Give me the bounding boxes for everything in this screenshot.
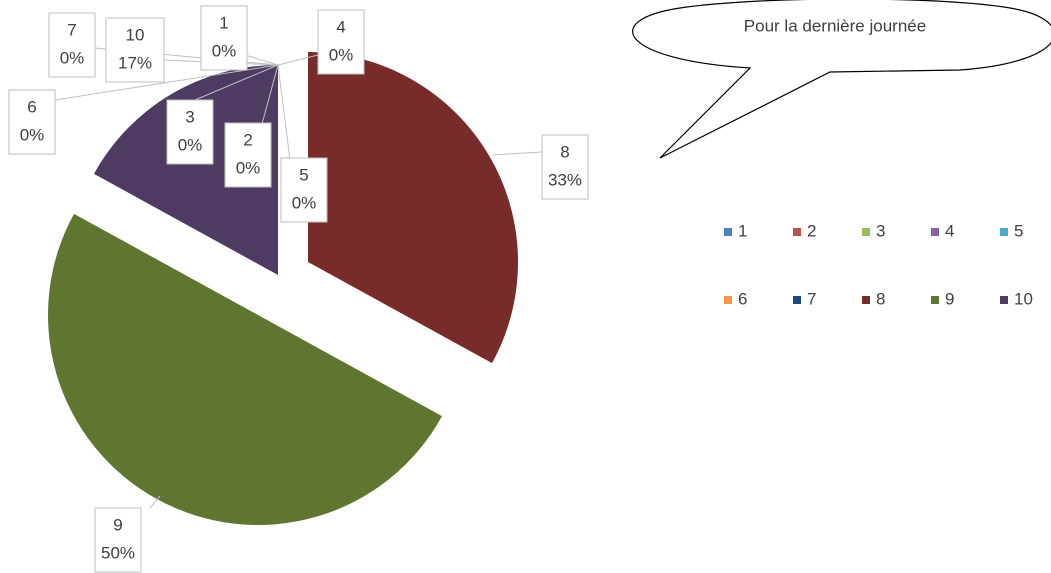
legend-swatch	[793, 228, 801, 236]
legend-swatch	[724, 296, 732, 304]
leader-line	[244, 54, 279, 66]
data-label-box	[541, 134, 589, 200]
data-label-category: 1	[219, 13, 228, 32]
data-label-value: 0%	[212, 41, 237, 60]
data-label-value: 0%	[329, 45, 354, 64]
data-label-box	[224, 122, 272, 188]
data-label-category: 5	[299, 165, 308, 184]
data-label-category: 10	[126, 25, 145, 44]
leader-line	[54, 64, 279, 101]
data-label-value: 33%	[548, 170, 582, 189]
data-label-box	[48, 12, 96, 78]
legend-label: 6	[738, 289, 747, 308]
data-label-value: 0%	[20, 125, 45, 144]
data-label-value: 0%	[292, 193, 317, 212]
legend-label: 4	[945, 221, 954, 240]
annotation: Pour la dernière journée	[744, 16, 926, 35]
data-label-value: 0%	[236, 158, 261, 177]
legend-swatch	[1000, 228, 1008, 236]
legend-label: 1	[738, 221, 747, 240]
data-label-value: 0%	[60, 48, 85, 67]
data-label-box	[166, 99, 214, 165]
legend-swatch	[862, 228, 870, 236]
data-label-category: 9	[113, 515, 122, 534]
legend-swatch	[931, 228, 939, 236]
data-label-box	[280, 157, 328, 223]
data-label-box	[105, 17, 165, 83]
data-label-value: 0%	[178, 135, 203, 154]
legend-label: 7	[807, 289, 816, 308]
data-label-category: 3	[185, 107, 194, 126]
legend-swatch	[862, 296, 870, 304]
leader-line	[261, 64, 279, 125]
data-label-category: 8	[560, 142, 569, 161]
data-label-category: 7	[67, 20, 76, 39]
data-label-category: 2	[243, 130, 252, 149]
legend-label: 2	[807, 221, 816, 240]
data-label-box	[200, 5, 248, 71]
legend-swatch	[793, 296, 801, 304]
data-label-box	[8, 89, 56, 155]
leader-line	[277, 64, 291, 161]
legend-swatch	[931, 296, 939, 304]
data-label-value: 17%	[118, 53, 152, 72]
legend-swatch	[724, 228, 732, 236]
callout	[632, 0, 1051, 159]
pie-slice	[47, 213, 443, 525]
data-label-category: 6	[27, 97, 36, 116]
data-label-category: 4	[336, 17, 345, 36]
legend-label: 8	[876, 289, 885, 308]
leader-line	[491, 151, 543, 156]
data-label-box	[94, 507, 142, 573]
legend-label: 5	[1014, 221, 1023, 240]
legend-swatch	[1000, 296, 1008, 304]
pie-slice	[93, 65, 279, 275]
data-label-box	[317, 9, 365, 75]
data-label-value: 50%	[101, 543, 135, 562]
leader-line	[277, 54, 319, 66]
leader-line	[194, 64, 279, 101]
legend-label: 9	[945, 289, 954, 308]
legend-label: 10	[1014, 289, 1033, 308]
legend-label: 3	[876, 221, 885, 240]
leader-line	[149, 495, 161, 509]
pie-slice	[308, 52, 518, 364]
